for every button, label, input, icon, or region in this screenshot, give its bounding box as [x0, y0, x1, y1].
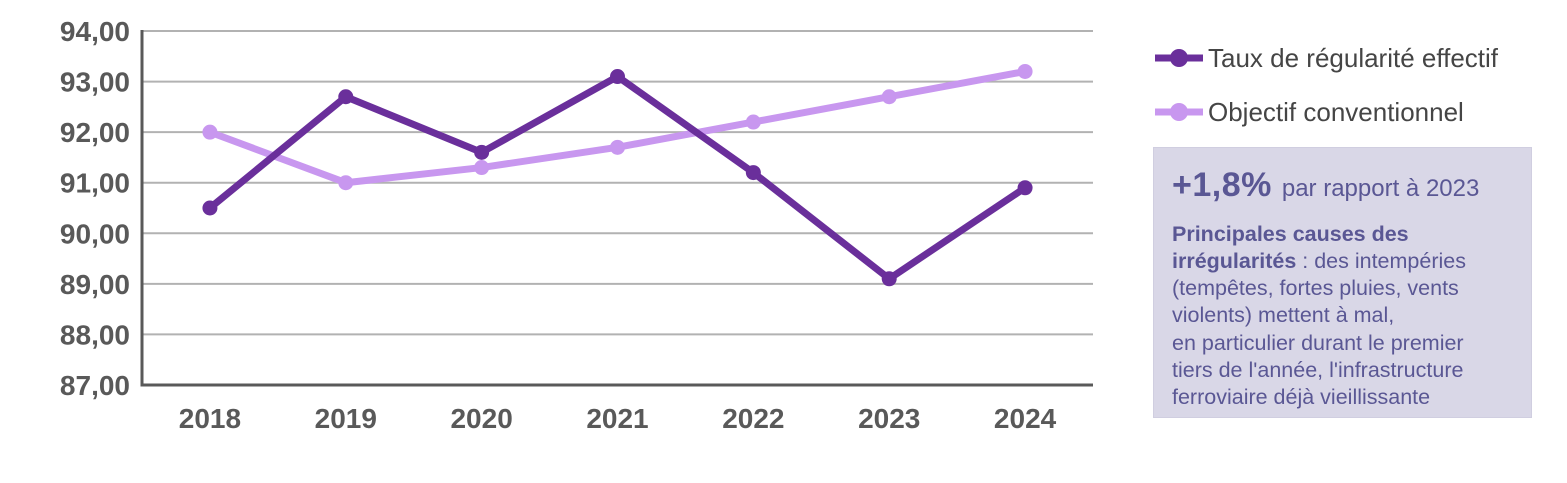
- y-tick-label: 89,00: [60, 269, 130, 300]
- y-tick-label: 91,00: [60, 168, 130, 199]
- data-point-marker: [202, 124, 218, 140]
- legend-item-taux-effectif: Taux de régularité effectif: [1153, 44, 1543, 73]
- causes-paragraph: Principales causes des irrégularités : d…: [1172, 221, 1515, 411]
- x-tick-label: 2022: [722, 403, 784, 434]
- chart-svg: 87,00 88,00 89,00 90,00 91,00 92,00 93,00 94,00…: [60, 16, 1093, 434]
- x-tick-label: 2019: [315, 403, 377, 434]
- data-point-marker: [745, 165, 761, 181]
- data-point-marker: [338, 175, 354, 191]
- data-point-marker: [1017, 180, 1033, 196]
- causes-heading: Principales causes des irrégularités: [1172, 222, 1409, 274]
- data-point-marker: [474, 160, 490, 176]
- series-line: [206, 67, 1029, 187]
- data-point-marker: [745, 114, 761, 130]
- y-tick-label: 87,00: [60, 370, 130, 401]
- delta-value: +1,8%: [1172, 166, 1272, 205]
- data-point-marker: [881, 89, 897, 105]
- regularity-line-chart: 87,00 88,00 89,00 90,00 91,00 92,00 93,00 94,00…: [60, 16, 1093, 434]
- causes-body: : des intempéries (tempêtes, fortes plui…: [1172, 249, 1466, 409]
- legend-label-objectif: Objectif conventionnel: [1208, 96, 1464, 127]
- insight-headline: +1,8% par rapport à 2023: [1172, 166, 1515, 205]
- data-point-marker: [610, 139, 625, 155]
- delta-suffix: par rapport à 2023: [1281, 175, 1480, 203]
- data-point-marker: [202, 200, 218, 216]
- data-point-marker: [881, 271, 897, 287]
- y-tick-label: 90,00: [60, 218, 130, 249]
- legend-line-marker-icon: [1155, 49, 1203, 68]
- x-tick-label: 2018: [179, 403, 241, 434]
- data-point-marker: [1017, 63, 1033, 79]
- data-point-marker: [610, 69, 625, 85]
- x-tick-label: 2024: [994, 403, 1057, 434]
- legend-item-objectif: Objectif conventionnel: [1153, 96, 1543, 127]
- data-point-marker: [474, 144, 490, 160]
- y-tick-label: 93,00: [60, 67, 130, 98]
- x-tick-label: 2020: [450, 403, 512, 434]
- right-panel: Taux de régularité effectif Objectif con…: [1153, 44, 1543, 419]
- y-tick-label: 94,00: [60, 16, 130, 47]
- insight-box: +1,8% par rapport à 2023 Principales cau…: [1153, 147, 1532, 419]
- legend-label-taux-effectif: Taux de régularité effectif: [1208, 43, 1499, 73]
- legend-line-marker-icon: [1155, 102, 1203, 121]
- x-tick-label: 2023: [858, 403, 920, 434]
- data-point-marker: [338, 89, 354, 105]
- y-tick-label: 88,00: [60, 319, 130, 350]
- chart-legend: Taux de régularité effectif Objectif con…: [1153, 44, 1543, 126]
- y-tick-label: 92,00: [60, 117, 130, 148]
- x-tick-label: 2021: [586, 403, 648, 434]
